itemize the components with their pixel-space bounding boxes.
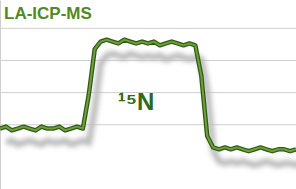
title: LA-ICP-MS (4, 4, 92, 23)
plot (0, 40, 296, 166)
y-axis (0, 1, 1, 189)
trace-outline (0, 40, 296, 152)
grid-line (0, 60, 296, 61)
axis-line (0, 1, 1, 189)
trace (0, 40, 296, 152)
chart: LA-ICP-MS ¹⁵N (0, 0, 296, 189)
annotation: ¹⁵N (118, 88, 155, 115)
grid-line (0, 28, 296, 29)
grid-line (0, 124, 296, 125)
